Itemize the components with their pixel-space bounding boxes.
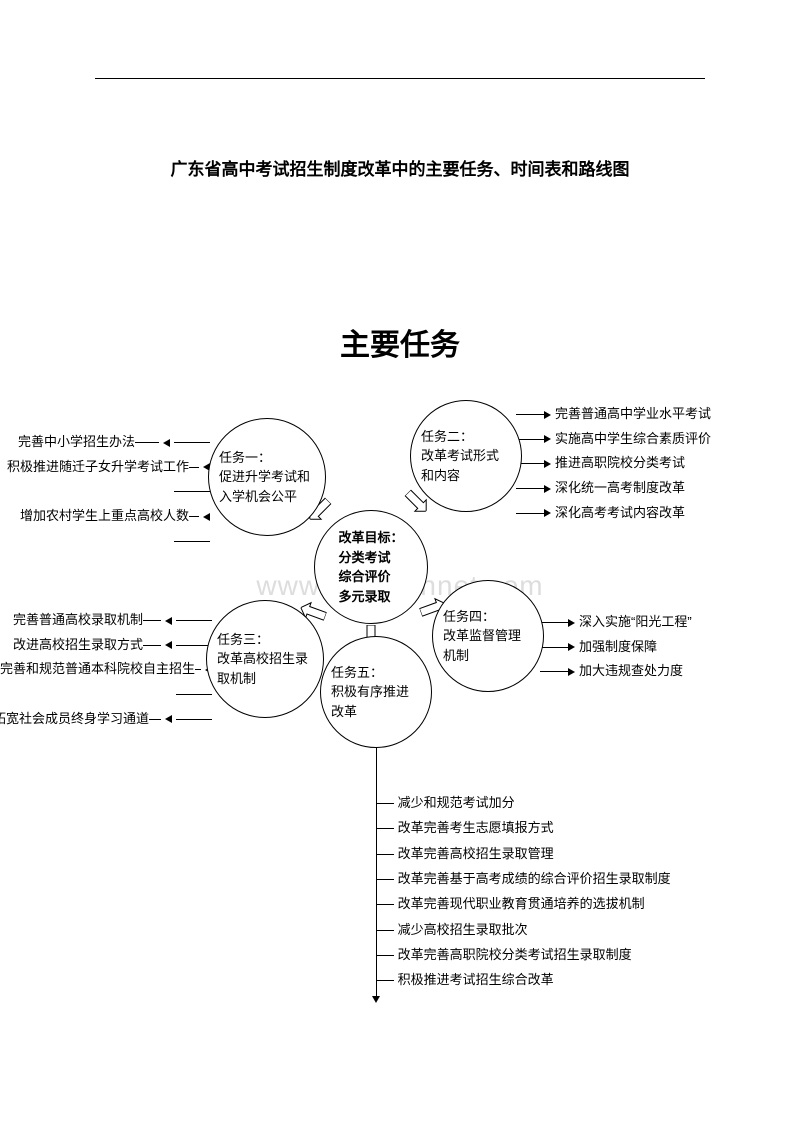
list-item: 加大违规查处力度 xyxy=(540,659,692,684)
header-divider xyxy=(95,78,705,79)
list-item: 完善中小学招生办法 xyxy=(0,430,210,455)
list-item: 推进高职院校分类考试 xyxy=(516,451,711,476)
task2-title: 任务二： xyxy=(421,427,511,447)
task3-title: 任务三： xyxy=(217,630,313,650)
task2-details: 完善普通高中学业水平考试 实施高中学生综合素质评价 推进高职院校分类考试 深化统… xyxy=(516,402,711,525)
list-item: 改革完善基于高考成绩的综合评价招生录取制度 xyxy=(376,866,671,891)
list-item: 加强制度保障 xyxy=(540,635,692,660)
task1-desc: 促进升学考试和入学机会公平 xyxy=(219,467,315,506)
list-item: 深化统一高考制度改革 xyxy=(516,476,711,501)
list-item: 实施高中学生综合素质评价 xyxy=(516,427,711,452)
task3-details: 完善普通高校录取机制 改进高校招生录取方式 完善和规范普通本科院校自主招生 拓宽… xyxy=(0,608,212,731)
task5-desc: 积极有序推进改革 xyxy=(331,682,421,721)
center-goal-text: 改革目标： 分类考试 综合评价 多元录取 xyxy=(328,522,413,612)
list-item: 增加农村学生上重点高校人数 xyxy=(0,504,210,553)
task2-node: 任务二： 改革考试形式和内容 xyxy=(410,400,522,512)
list-item: 拓宽社会成员终身学习通道 xyxy=(0,707,212,732)
task1-node: 任务一： 促进升学考试和入学机会公平 xyxy=(208,418,326,536)
center-goal: 改革目标： 分类考试 综合评价 多元录取 xyxy=(314,510,428,624)
task3-node: 任务三： 改革高校招生录取机制 xyxy=(206,600,324,718)
task4-title: 任务四： xyxy=(443,607,533,627)
list-item: 改革完善高职院校分类考试招生录取制度 xyxy=(376,942,671,967)
list-item: 减少高校招生录取批次 xyxy=(376,917,671,942)
list-item: 完善普通高校录取机制 xyxy=(0,608,212,633)
task4-node: 任务四： 改革监督管理机制 xyxy=(432,580,544,692)
list-item: 深入实施“阳光工程” xyxy=(540,610,692,635)
list-item: 改进高校招生录取方式 xyxy=(0,633,212,658)
task4-details: 深入实施“阳光工程” 加强制度保障 加大违规查处力度 xyxy=(540,610,692,684)
list-item: 改革完善现代职业教育贯通培养的选拔机制 xyxy=(376,891,671,916)
list-item: 减少和规范考试加分 xyxy=(376,790,671,815)
task1-details: 完善中小学招生办法 积极推进随迁子女升学考试工作 增加农村学生上重点高校人数 xyxy=(0,430,210,553)
list-item: 深化高考考试内容改革 xyxy=(516,501,711,526)
list-item: 积极推进随迁子女升学考试工作 xyxy=(0,455,210,504)
task3-desc: 改革高校招生录取机制 xyxy=(217,649,313,688)
task1-title: 任务一： xyxy=(219,448,315,468)
task5-node: 任务五： 积极有序推进改革 xyxy=(320,636,432,748)
list-item: 完善普通高中学业水平考试 xyxy=(516,402,711,427)
task5-arrow-down-icon xyxy=(372,996,380,1003)
list-item: 改革完善高校招生录取管理 xyxy=(376,841,671,866)
task5-details: 减少和规范考试加分 改革完善考生志愿填报方式 改革完善高校招生录取管理 改革完善… xyxy=(376,790,671,993)
task2-desc: 改革考试形式和内容 xyxy=(421,446,511,485)
task5-title: 任务五： xyxy=(331,663,421,683)
list-item: 改革完善考生志愿填报方式 xyxy=(376,815,671,840)
main-title: 主要任务 xyxy=(0,320,800,364)
document-title: 广东省高中考试招生制度改革中的主要任务、时间表和路线图 xyxy=(0,155,800,180)
list-item: 完善和规范普通本科院校自主招生 xyxy=(0,657,212,706)
list-item: 积极推进考试招生综合改革 xyxy=(376,967,671,992)
task4-desc: 改革监督管理机制 xyxy=(443,626,533,665)
